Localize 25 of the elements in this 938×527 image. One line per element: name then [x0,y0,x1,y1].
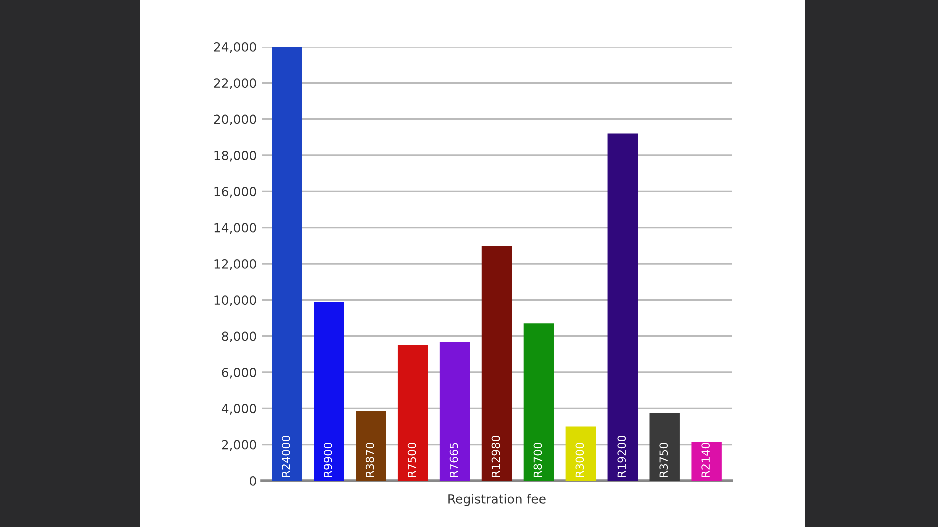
y-tick-label: 4,000 [222,404,256,415]
y-tick-label: 12,000 [214,259,256,270]
x-axis-title: Registration fee [448,494,546,506]
y-tick-label: 18,000 [214,150,256,162]
data-label: R2140 [702,443,710,478]
y-tick-label: 2,000 [222,440,256,452]
y-tick-label: 8,000 [222,332,256,343]
data-label: R8700 [534,443,542,478]
data-label: R3750 [660,443,668,478]
y-tick-label: 10,000 [214,296,256,306]
data-label: R24000 [282,436,290,478]
data-label: R9900 [324,443,332,478]
data-label: R7665 [450,443,458,478]
data-label: R7500 [408,443,416,478]
y-tick-label: 0 [250,476,256,486]
data-label: R3870 [366,443,374,478]
y-tick-label: 16,000 [214,187,256,198]
y-tick-label: 24,000 [214,42,256,54]
y-tick-label: 14,000 [214,223,256,234]
data-label: R3000 [576,443,584,478]
y-tick-label: 20,000 [214,114,256,126]
y-tick-label: 22,000 [214,78,256,90]
data-label: R12980 [492,436,500,478]
data-label: R19200 [618,436,626,478]
y-tick-label: 6,000 [222,368,256,379]
